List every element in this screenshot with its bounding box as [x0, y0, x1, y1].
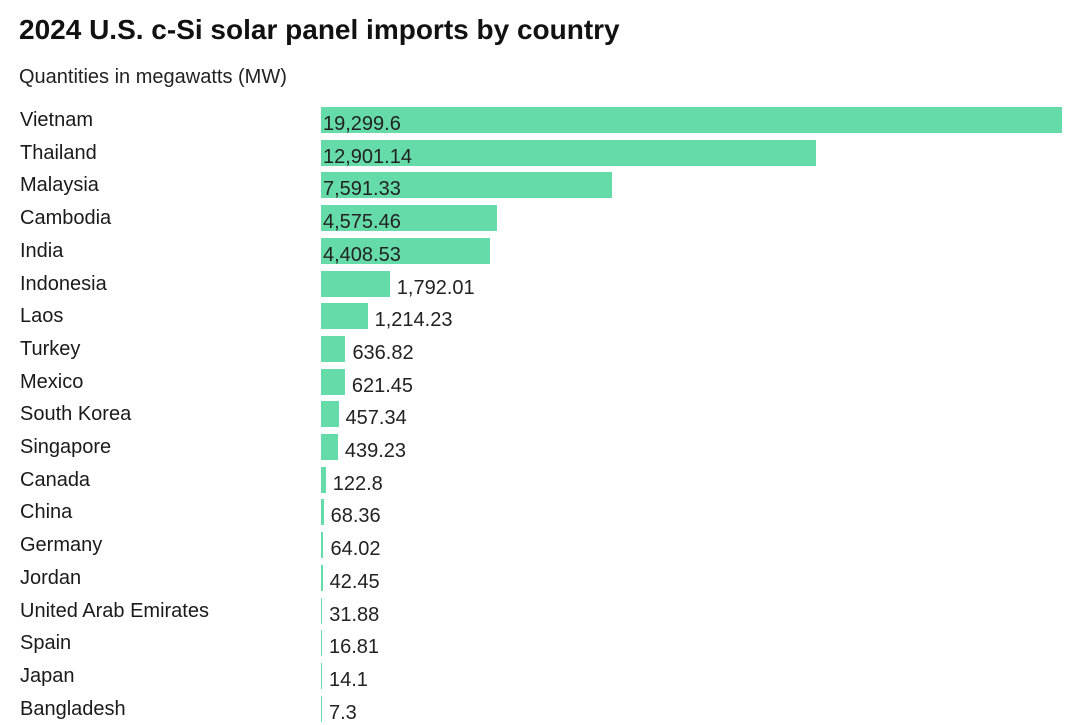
category-label: Bangladesh: [20, 697, 126, 720]
category-label: Thailand: [20, 141, 97, 164]
bar: [321, 303, 368, 330]
category-label: Germany: [20, 534, 103, 557]
bar: [321, 466, 326, 493]
bar: [321, 172, 613, 199]
category-label: Indonesia: [20, 272, 107, 295]
bar: [321, 499, 324, 526]
bar: [321, 205, 497, 232]
category-label: Canada: [20, 468, 91, 491]
value-label: 68.36: [330, 505, 381, 528]
bar: [321, 237, 491, 264]
value-label: 4,575.46: [323, 211, 401, 234]
category-label: South Korea: [20, 403, 132, 426]
chart-subtitle: Quantities in megawatts (MW): [19, 66, 287, 88]
bar: [321, 532, 324, 559]
bar: [321, 401, 339, 428]
value-label: 31.88: [329, 603, 380, 626]
value-label: 439.23: [344, 440, 407, 462]
bar: [321, 597, 323, 624]
value-label: 1,792.01: [396, 276, 475, 299]
value-label: 64.02: [330, 538, 381, 561]
value-label: 4,408.53: [323, 243, 401, 266]
chart-title: 2024 U.S. c-Si solar panel imports by co…: [19, 14, 620, 45]
value-label: 12,901.14: [323, 145, 412, 168]
value-label: 19,299.6: [323, 113, 401, 135]
value-label: 457.34: [345, 407, 407, 430]
bar: [321, 270, 390, 297]
bar: [321, 107, 1062, 133]
bar: [321, 564, 323, 591]
category-label: Vietnam: [20, 109, 94, 131]
value-label: 7.3: [329, 701, 357, 724]
value-label: 16.81: [329, 636, 380, 659]
bar: [321, 662, 322, 689]
value-label: 122.8: [332, 472, 383, 495]
category-label: China: [20, 501, 73, 524]
category-label: Laos: [20, 305, 64, 328]
value-label: 42.45: [329, 570, 380, 593]
bar: [321, 139, 817, 166]
category-label: United Arab Emirates: [20, 599, 209, 622]
category-label: Malaysia: [20, 174, 99, 197]
category-label: India: [20, 239, 64, 262]
bar: [321, 335, 346, 362]
category-label: Turkey: [20, 337, 81, 360]
value-label: 7,591.33: [323, 178, 401, 201]
category-label: Cambodia: [20, 207, 112, 230]
value-label: 636.82: [352, 341, 414, 364]
category-label: Singapore: [20, 436, 112, 458]
category-label: Japan: [20, 664, 75, 687]
bar: [321, 434, 338, 460]
value-label: 14.1: [329, 668, 368, 691]
category-label: Spain: [20, 632, 72, 655]
bar: [321, 630, 322, 657]
category-label: Mexico: [20, 370, 84, 393]
bar: [321, 368, 345, 395]
bar: [321, 695, 322, 722]
value-label: 1,214.23: [374, 309, 453, 332]
value-label: 621.45: [351, 374, 414, 397]
category-label: Jordan: [20, 566, 82, 589]
